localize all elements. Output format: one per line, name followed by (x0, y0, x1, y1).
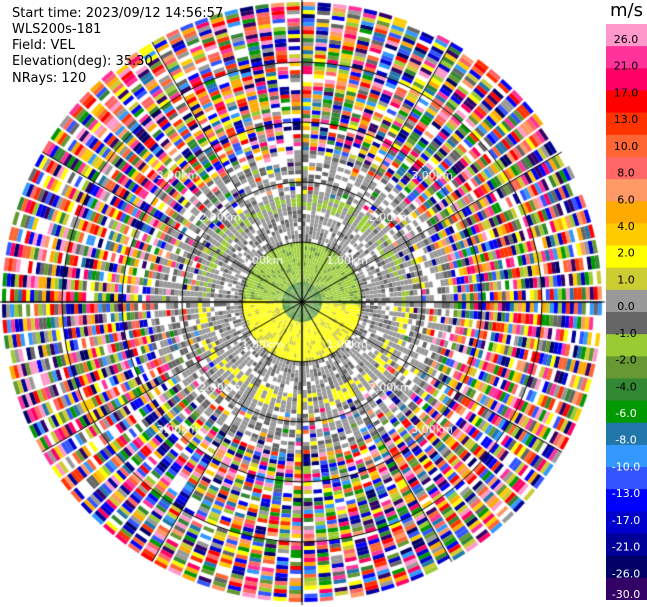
colorbar-tick-label: 1.0 (617, 273, 635, 286)
colorbar-swatch (606, 90, 647, 114)
colorbar-swatch (606, 245, 647, 269)
colorbar-tick-label: -1.0 (615, 327, 636, 340)
colorbar-tick-label: 6.0 (617, 193, 635, 206)
colorbar-swatch (606, 134, 647, 158)
colorbar-tick-label: 13.0 (614, 113, 639, 126)
colorbar-tick-label: 21.0 (614, 60, 639, 73)
colorbar-tick-label: -21.0 (612, 541, 640, 554)
colorbar-tick-label: -10.0 (612, 460, 640, 473)
start-time-label: Start time: 2023/09/12 14:56:57 (12, 6, 224, 21)
colorbar-tick-label: -17.0 (612, 514, 640, 527)
colorbar-swatch (606, 179, 647, 202)
colorbar-tick-label: -6.0 (615, 407, 636, 420)
colorbar-swatch (606, 555, 647, 579)
colorbar-tick-label: -26.0 (612, 567, 640, 580)
nrays-label: NRays: 120 (12, 71, 87, 86)
colorbar-swatch (606, 400, 647, 424)
colorbar-swatch (606, 511, 647, 535)
elevation-label: Elevation(deg): 35.30 (12, 54, 153, 69)
field-label: Field: VEL (12, 38, 75, 53)
colorbar-tick-label: 17.0 (614, 86, 639, 99)
colorbar-swatch (606, 312, 647, 335)
colorbar-tick-label: -2.0 (615, 354, 636, 367)
colorbar-tick-label: 26.0 (614, 33, 639, 46)
colorbar-tick-label: 0.0 (617, 300, 635, 313)
colorbar-tick-label: 2.0 (617, 247, 635, 260)
colorbar-swatch (606, 156, 647, 180)
colorbar-swatch (606, 378, 647, 402)
colorbar-tick-label: -8.0 (615, 434, 636, 447)
colorbar-swatch (606, 289, 647, 313)
instrument-label: WLS200s-181 (12, 22, 102, 37)
colorbar-swatch (606, 46, 647, 69)
colorbar: 26.0 21.0 17.0 13.0 10.0 8.0 6.0 4.0 2.0 1.0 0.0 -1… (606, 24, 647, 600)
colorbar-tick-label: 8.0 (617, 167, 635, 180)
colorbar-tick-label: 10.0 (614, 140, 639, 153)
colorbar-tick-label: 4.0 (617, 220, 635, 233)
colorbar-swatch (606, 112, 647, 136)
colorbar-swatch (606, 334, 647, 357)
colorbar-swatch (606, 444, 647, 468)
colorbar-swatch (606, 223, 647, 247)
colorbar-tick-label: -4.0 (615, 380, 636, 393)
colorbar-swatch (606, 267, 647, 291)
colorbar-tick-label: -13.0 (612, 487, 640, 500)
colorbar-swatch (606, 577, 647, 600)
colorbar-swatch (606, 489, 647, 512)
colorbar-swatch (606, 201, 647, 224)
colorbar-swatch (606, 24, 647, 47)
colorbar-swatch (606, 533, 647, 557)
colorbar-tick-label: -30.0 (612, 588, 640, 600)
colorbar-swatch (606, 356, 647, 379)
colorbar-swatch (606, 422, 647, 446)
colorbar-unit: m/s (610, 0, 643, 21)
colorbar-swatch (606, 68, 647, 91)
colorbar-swatch (606, 467, 647, 490)
